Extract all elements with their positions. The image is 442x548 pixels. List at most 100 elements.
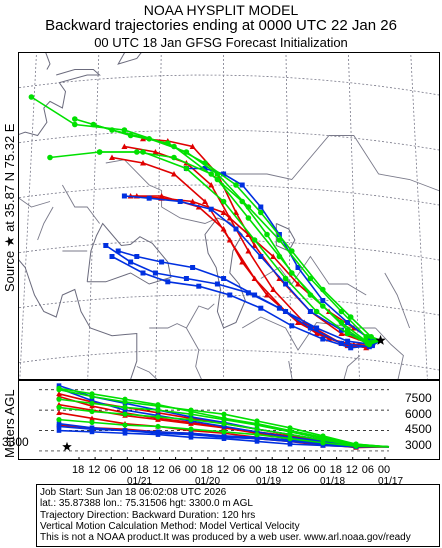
green-trajectory-marker	[134, 149, 140, 155]
red-trajectory-marker	[264, 292, 270, 298]
blue-altitude-marker	[56, 424, 62, 429]
blue-trajectory-marker	[307, 309, 313, 314]
time-tick-label: 06	[361, 464, 375, 476]
country-border	[37, 206, 54, 241]
blue-trajectory-marker	[345, 338, 351, 344]
blue-trajectory-marker	[183, 276, 189, 281]
green-trajectory-marker	[289, 270, 295, 276]
green-trajectory-marker	[72, 121, 78, 128]
green-altitude-marker	[287, 436, 293, 442]
red-trajectory-marker	[270, 286, 277, 292]
blue-trajectory-marker	[221, 171, 227, 177]
time-tick-label: 00	[184, 464, 197, 476]
blue-trajectory-marker	[227, 292, 233, 298]
green-altitude-marker	[89, 400, 95, 406]
time-tick-label: 18	[200, 464, 214, 476]
meridian-line	[155, 53, 162, 379]
country-border	[384, 272, 411, 329]
job-start-line: Job Start: Sun Jan 18 06:02:08 UTC 2026	[40, 487, 227, 498]
country-border	[149, 323, 202, 379]
green-altitude-marker	[353, 443, 359, 449]
date-label: 01/20	[195, 476, 221, 487]
time-tick-label: 06	[233, 464, 246, 476]
red-trajectory-marker	[233, 209, 239, 215]
blue-trajectory-marker	[348, 345, 354, 351]
red-trajectory-marker	[202, 198, 208, 204]
alt-label-6000: 6000	[405, 407, 432, 421]
parallel-line	[19, 184, 439, 206]
direction-line: Trajectory Direction: Backward Duration:…	[40, 510, 256, 521]
blue-altitude-marker	[188, 435, 194, 440]
blue-altitude-marker	[188, 414, 194, 420]
green-altitude-marker	[188, 426, 194, 432]
green-altitude-marker	[155, 423, 161, 430]
source-location-label: Source ★ at 35.87 N 75.32 E	[2, 123, 17, 292]
meridian-line	[87, 53, 100, 379]
time-tick-label: 18	[265, 464, 278, 476]
map-trajectories	[28, 94, 386, 351]
green-trajectory-marker	[127, 132, 134, 139]
green-trajectory-marker	[233, 182, 239, 188]
blue-trajectory-marker	[190, 265, 196, 270]
blue-trajectory-marker	[366, 336, 372, 342]
green-trajectory-marker	[282, 275, 289, 282]
blue-trajectory-marker	[140, 270, 146, 276]
blue-altitude-marker	[56, 383, 62, 388]
country-border	[62, 184, 100, 224]
blue-altitude-marker	[122, 428, 128, 433]
red-trajectory-marker	[251, 242, 258, 248]
map-coastlines	[19, 53, 439, 379]
parallel-line	[19, 239, 439, 261]
blue-altitude-marker	[122, 430, 128, 436]
meridian-line	[410, 53, 428, 379]
red-trajectory-marker	[189, 143, 196, 149]
altitude-panel-svg	[39, 383, 390, 459]
coastline	[19, 69, 101, 137]
parallel-line	[19, 74, 439, 96]
coastline	[275, 223, 296, 252]
green-trajectory-marker	[220, 198, 227, 205]
green-trajectory-marker	[320, 303, 326, 309]
coastline	[204, 217, 246, 329]
blue-trajectory-marker	[128, 259, 134, 265]
green-altitude-marker	[89, 419, 95, 425]
source-star-icon	[62, 441, 72, 451]
red-trajectory-marker	[208, 182, 215, 188]
blue-trajectory-marker	[109, 254, 115, 259]
blue-altitude-marker	[254, 439, 260, 444]
blue-trajectory-marker	[258, 254, 264, 259]
blue-altitude-marker	[56, 421, 62, 427]
green-trajectory-marker	[90, 121, 97, 128]
green-trajectory-marker	[320, 286, 326, 293]
red-trajectory-marker	[109, 154, 115, 160]
green-trajectory-marker	[258, 209, 264, 216]
blue-altitude-marker	[188, 432, 194, 437]
blue-trajectory-marker	[369, 343, 375, 349]
coastline	[45, 53, 51, 70]
blue-altitude-marker	[89, 429, 95, 435]
red-trajectory-marker	[152, 149, 159, 155]
red-trajectory-marker	[140, 160, 146, 166]
blue-altitude-marker	[89, 398, 95, 403]
green-altitude-marker	[122, 411, 128, 417]
time-tick-label: 00	[313, 464, 326, 476]
green-trajectory-marker	[264, 231, 270, 238]
green-altitude-marker	[89, 408, 95, 415]
green-altitude-marker	[56, 417, 62, 423]
red-trajectory-marker	[251, 275, 258, 281]
blue-trajectory-marker	[103, 243, 109, 248]
green-trajectory-marker	[251, 237, 258, 243]
green-trajectory-marker	[171, 154, 177, 161]
date-label: 01/18	[320, 476, 346, 487]
alt-label-4500: 4500	[405, 422, 432, 436]
green-altitude-marker	[320, 440, 326, 446]
red-trajectory-marker	[226, 237, 233, 243]
green-altitude-marker	[254, 432, 260, 438]
country-border	[217, 135, 439, 192]
country-border	[161, 206, 218, 224]
vertical-method-line: Vertical Motion Calculation Method: Mode…	[40, 521, 300, 532]
green-altitude-marker	[221, 411, 227, 417]
time-tick-label: 06	[168, 464, 181, 476]
date-label: 01/17	[378, 476, 404, 487]
red-trajectory-marker	[313, 330, 320, 336]
